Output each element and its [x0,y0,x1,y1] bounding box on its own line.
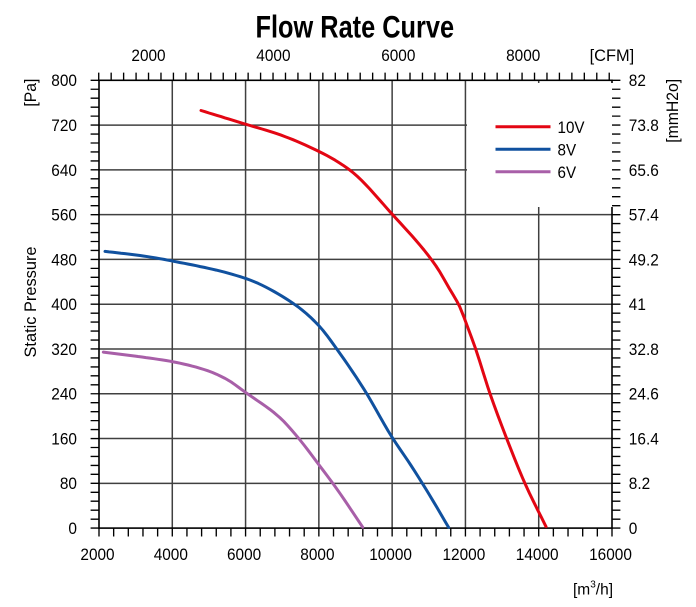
svg-text:10V: 10V [558,118,586,137]
svg-text:8.2: 8.2 [629,474,650,493]
svg-text:8V: 8V [558,140,577,159]
svg-text:32.8: 32.8 [629,340,659,359]
svg-text:160: 160 [51,429,77,448]
svg-text:720: 720 [51,116,77,135]
svg-text:4000: 4000 [154,545,188,564]
svg-text:2000: 2000 [131,46,165,65]
svg-text:16000: 16000 [589,545,632,564]
svg-text:4000: 4000 [256,46,290,65]
svg-text:[mmH2o]: [mmH2o] [663,79,682,143]
svg-text:Flow Rate Curve: Flow Rate Curve [256,8,455,44]
svg-text:Static Pressure: Static Pressure [21,247,40,358]
svg-text:73.8: 73.8 [629,116,659,135]
svg-text:41: 41 [629,295,646,314]
svg-text:[CFM]: [CFM] [590,46,635,65]
svg-text:6000: 6000 [381,46,415,65]
svg-text:14000: 14000 [516,545,559,564]
svg-text:6000: 6000 [227,545,261,564]
svg-text:8000: 8000 [300,545,334,564]
svg-text:8000: 8000 [506,46,540,65]
svg-text:6V: 6V [558,163,577,182]
svg-text:0: 0 [629,519,638,538]
svg-text:2000: 2000 [80,545,114,564]
svg-text:0: 0 [68,519,77,538]
svg-text:82: 82 [629,71,646,90]
svg-text:12000: 12000 [443,545,486,564]
svg-text:240: 240 [51,385,77,404]
svg-text:16.4: 16.4 [629,429,659,448]
svg-text:65.6: 65.6 [629,161,659,180]
svg-text:49.2: 49.2 [629,250,659,269]
svg-text:640: 640 [51,161,77,180]
svg-text:57.4: 57.4 [629,206,659,225]
svg-text:320: 320 [51,340,77,359]
svg-text:400: 400 [51,295,77,314]
svg-text:[Pa]: [Pa] [21,79,40,107]
svg-text:24.6: 24.6 [629,385,659,404]
svg-text:[m3/h]: [m3/h] [573,580,613,599]
svg-text:10000: 10000 [369,545,412,564]
svg-text:480: 480 [51,250,77,269]
svg-text:800: 800 [51,71,77,90]
svg-text:80: 80 [60,474,77,493]
svg-text:560: 560 [51,206,77,225]
